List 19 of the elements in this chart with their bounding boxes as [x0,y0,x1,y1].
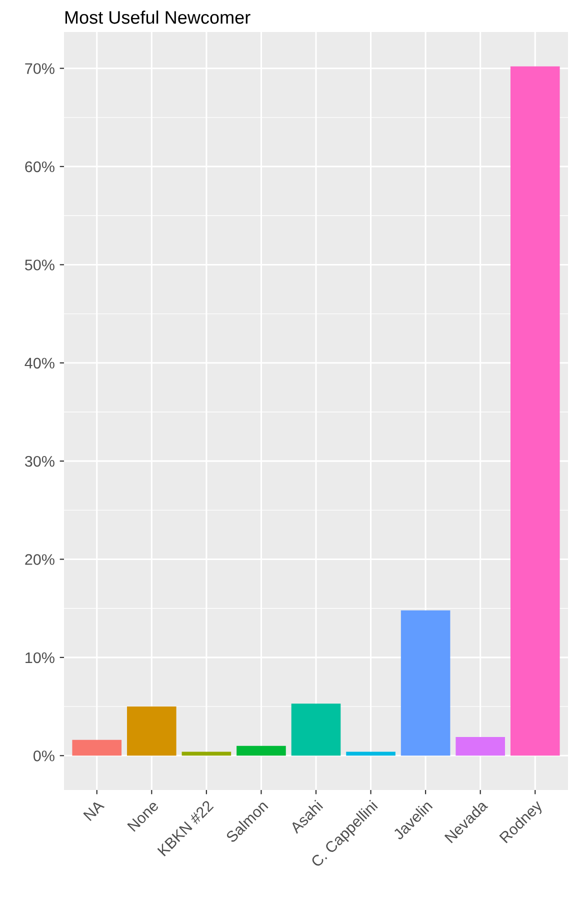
bar [400,610,450,756]
bar [127,706,176,756]
bar [182,752,232,756]
chart-title: Most Useful Newcomer [65,10,250,24]
bar [291,704,341,756]
bar [456,736,505,756]
y-tick-label: 60% [25,161,54,172]
bar [72,740,122,756]
y-tick-label: 70% [25,63,54,74]
y-tick-label: 30% [24,456,54,467]
bar [346,752,396,756]
y-tick-label: 0% [33,750,54,762]
x-tick-label: NA [83,799,105,821]
bar [510,66,560,756]
y-tick-label: 20% [25,554,54,565]
y-tick-label: 40% [24,358,54,369]
y-tick-label: 50% [25,260,54,270]
y-tick-label: 10% [26,652,54,664]
bar [236,746,286,756]
